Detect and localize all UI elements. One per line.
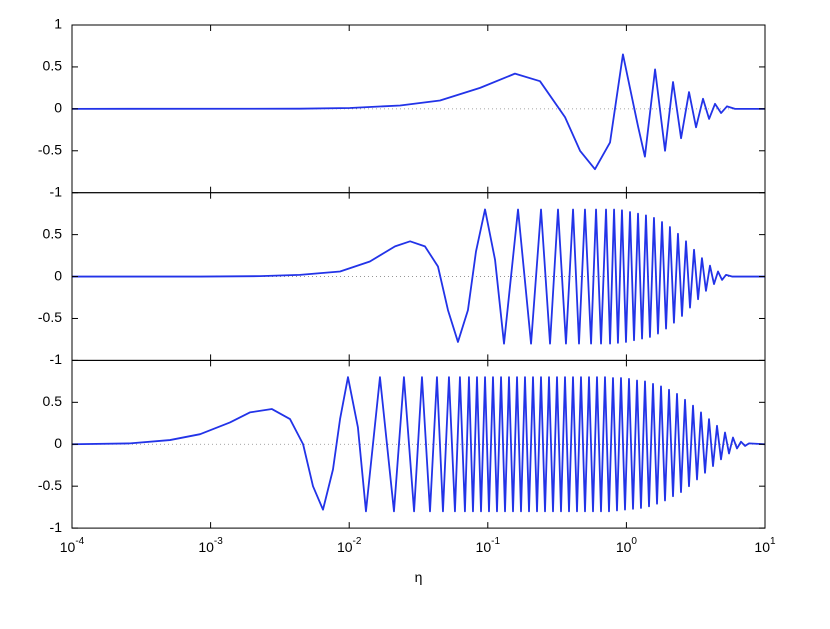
x-tick-label: 100 xyxy=(616,536,638,555)
y-tick-label: -1 xyxy=(50,519,63,535)
x-tick-label: 10-3 xyxy=(198,536,223,555)
y-tick-label: -0.5 xyxy=(38,309,62,325)
x-axis-label: η xyxy=(415,569,423,585)
x-tick-base: 10 xyxy=(198,539,214,555)
x-tick-label: 10-2 xyxy=(337,536,362,555)
x-tick-label: 10-4 xyxy=(60,536,85,555)
x-tick-label: 101 xyxy=(754,536,776,555)
x-tick-base: 10 xyxy=(60,539,76,555)
y-tick-label: -1 xyxy=(50,351,63,367)
data-line xyxy=(71,53,765,171)
x-tick-exponent: -4 xyxy=(75,536,84,547)
x-tick-exponent: 1 xyxy=(770,536,776,547)
x-tick-base: 10 xyxy=(337,539,353,555)
y-tick-label: 0.5 xyxy=(43,393,63,409)
y-tick-label: -1 xyxy=(50,183,63,199)
y-tick-label: 0.5 xyxy=(43,58,63,74)
x-tick-exponent: -1 xyxy=(491,536,500,547)
x-tick-exponent: -2 xyxy=(353,536,362,547)
data-line xyxy=(71,376,766,513)
x-tick-base: 10 xyxy=(616,539,632,555)
y-tick-label: 0 xyxy=(54,267,62,283)
y-tick-label: -0.5 xyxy=(38,141,62,157)
x-tick-exponent: 0 xyxy=(631,536,637,547)
x-tick-base: 10 xyxy=(476,539,492,555)
y-tick-label: 0 xyxy=(54,435,62,451)
y-tick-label: 0 xyxy=(54,100,62,116)
x-tick-label: 10-1 xyxy=(476,536,501,555)
x-tick-exponent: -3 xyxy=(214,536,223,547)
y-tick-label: 0.5 xyxy=(43,225,63,241)
data-line xyxy=(72,208,765,345)
y-tick-label: 1 xyxy=(54,16,62,32)
y-tick-label: -0.5 xyxy=(38,477,62,493)
x-tick-base: 10 xyxy=(754,539,770,555)
